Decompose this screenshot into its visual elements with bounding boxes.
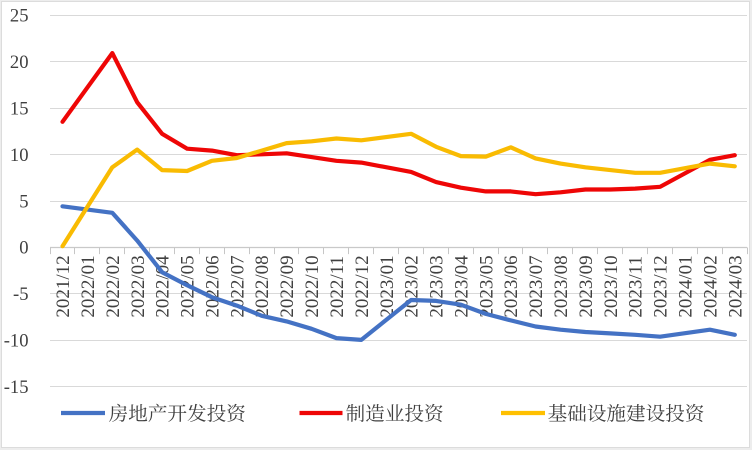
svg-text:2023/05: 2023/05	[476, 255, 497, 317]
svg-text:2023/12: 2023/12	[651, 255, 672, 317]
svg-text:2023/04: 2023/04	[451, 255, 472, 318]
svg-text:2022/11: 2022/11	[327, 256, 348, 318]
svg-text:2022/12: 2022/12	[352, 255, 373, 317]
svg-text:2022/08: 2022/08	[252, 255, 273, 317]
svg-text:-5: -5	[13, 284, 29, 305]
svg-text:2022/03: 2022/03	[128, 255, 149, 317]
svg-text:20: 20	[10, 52, 29, 73]
svg-text:25: 25	[10, 6, 29, 27]
svg-text:2023/08: 2023/08	[551, 255, 572, 317]
svg-text:-10: -10	[4, 331, 29, 352]
svg-text:2022/01: 2022/01	[78, 255, 99, 317]
svg-text:2023/02: 2023/02	[402, 255, 423, 317]
svg-text:2023/11: 2023/11	[626, 256, 647, 318]
svg-text:2023/10: 2023/10	[601, 255, 622, 317]
svg-text:2024/02: 2024/02	[700, 255, 721, 317]
svg-text:0: 0	[19, 238, 28, 259]
svg-text:2022/04: 2022/04	[153, 255, 174, 318]
svg-text:2022/09: 2022/09	[277, 255, 298, 317]
svg-text:2023/07: 2023/07	[526, 255, 547, 317]
svg-text:2024/03: 2024/03	[725, 255, 746, 317]
svg-text:10: 10	[10, 145, 29, 166]
svg-text:2023/01: 2023/01	[377, 255, 398, 317]
svg-text:2023/09: 2023/09	[576, 255, 597, 317]
svg-text:2022/06: 2022/06	[202, 255, 223, 317]
svg-text:2022/10: 2022/10	[302, 255, 323, 317]
svg-text:5: 5	[19, 191, 28, 212]
svg-text:2023/06: 2023/06	[501, 255, 522, 317]
svg-text:-15: -15	[4, 377, 29, 398]
svg-text:2023/03: 2023/03	[427, 255, 448, 317]
svg-text:15: 15	[10, 99, 29, 120]
svg-text:2021/12: 2021/12	[53, 255, 74, 317]
svg-text:2022/02: 2022/02	[103, 255, 124, 317]
svg-text:2024/01: 2024/01	[676, 255, 697, 317]
